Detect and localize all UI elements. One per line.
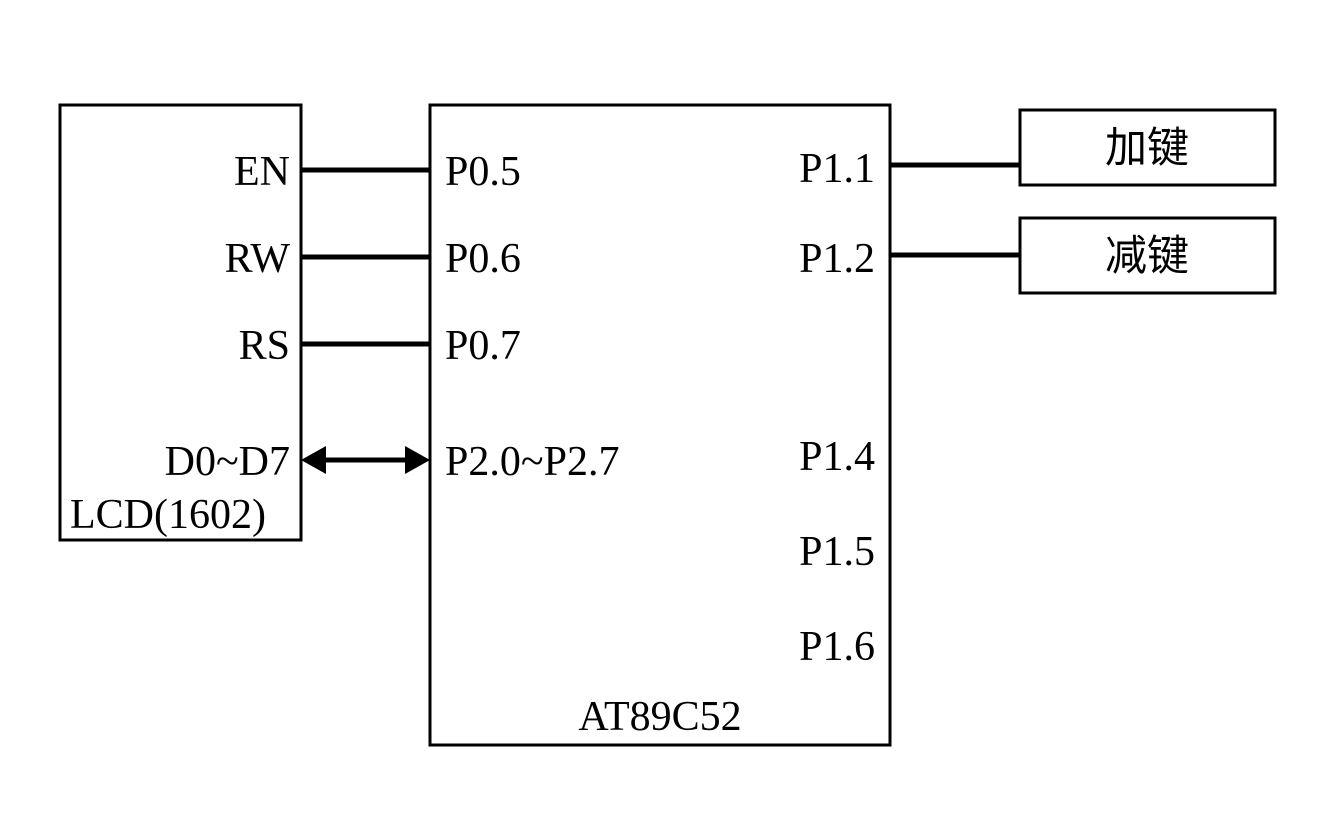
- wire-data-bus: [301, 446, 430, 474]
- lcd-title: LCD(1602): [70, 492, 266, 538]
- lcd-pin-en: EN: [234, 149, 290, 195]
- mcu-title: AT89C52: [578, 694, 741, 740]
- mcu-pin-p14: P1.4: [799, 434, 875, 480]
- mcu-pin-p12: P1.2: [799, 236, 875, 282]
- mcu-pin-p05: P0.5: [445, 149, 521, 195]
- mcu-pin-p15: P1.5: [799, 529, 875, 575]
- lcd-pin-rs: RS: [239, 323, 290, 369]
- mcu-pin-p16: P1.6: [799, 624, 875, 670]
- mcu-pin-p11: P1.1: [799, 146, 875, 192]
- btn-add-label: 加键: [1105, 126, 1189, 172]
- mcu-pin-p07: P0.7: [445, 323, 521, 369]
- lcd-pin-rw: RW: [225, 236, 291, 282]
- lcd-pin-data: D0~D7: [165, 439, 290, 485]
- btn-sub-label: 减键: [1105, 234, 1189, 280]
- mcu-pin-p2: P2.0~P2.7: [445, 439, 619, 485]
- mcu-pin-p06: P0.6: [445, 236, 521, 282]
